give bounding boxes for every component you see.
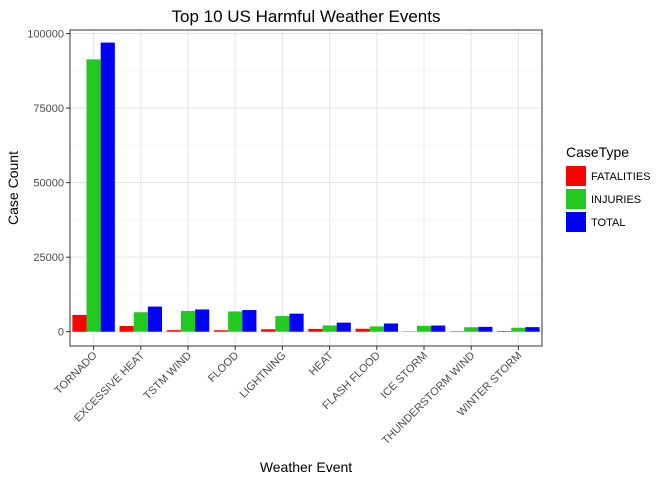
- chart-title: Top 10 US Harmful Weather Events: [172, 7, 441, 26]
- bar-fatalities: [119, 326, 134, 332]
- legend-label: FATALITIES: [591, 171, 651, 183]
- plot-border: [69, 29, 543, 347]
- x-tick-label: THUNDERSTORM WIND: [380, 350, 477, 447]
- x-tick-label: HEAT: [307, 349, 336, 378]
- bar-fatalities: [497, 331, 512, 332]
- x-axis-title: Weather Event: [260, 459, 352, 475]
- bar-injuries: [511, 327, 526, 332]
- y-tick-label: 50000: [33, 178, 64, 190]
- y-tick-label: 75000: [33, 103, 64, 115]
- bar-fatalities: [213, 330, 229, 332]
- y-tick-label: 25000: [33, 252, 64, 264]
- legend-swatch: [566, 166, 586, 186]
- bar-injuries: [275, 316, 290, 332]
- bar-injuries: [416, 325, 432, 332]
- bar-injuries: [228, 311, 243, 332]
- legend-title: CaseType: [566, 144, 629, 160]
- bar-total: [100, 42, 115, 332]
- bar-injuries: [369, 326, 384, 332]
- x-tick-label: ICE STORM: [379, 350, 431, 402]
- x-tick-label: LIGHTNING: [238, 350, 289, 401]
- legend-label: INJURIES: [591, 194, 641, 206]
- bar-total: [147, 306, 163, 332]
- x-tick-label: TORNADO: [52, 349, 100, 397]
- bar-injuries: [180, 310, 196, 332]
- bar-fatalities: [166, 330, 181, 332]
- y-tick-label: 100000: [27, 29, 64, 41]
- y-axis-title: Case Count: [5, 151, 21, 225]
- bar-fatalities: [261, 329, 276, 332]
- bar-injuries: [86, 59, 101, 332]
- legend-swatch: [566, 189, 586, 209]
- bar-total: [336, 322, 351, 332]
- bar-total: [525, 327, 540, 332]
- bar-total: [383, 323, 399, 332]
- bar-injuries: [464, 327, 479, 332]
- bar-fatalities: [355, 328, 370, 332]
- x-tick-label: FLOOD: [206, 350, 241, 385]
- legend-swatch: [566, 212, 586, 232]
- bar-total: [195, 309, 210, 332]
- bar-total: [289, 313, 304, 332]
- plot-panel: [70, 30, 542, 346]
- x-tick-label: TSTM WIND: [142, 350, 195, 403]
- legend-label: TOTAL: [591, 217, 625, 229]
- y-tick-label: 0: [58, 327, 64, 339]
- bar-fatalities: [72, 314, 87, 332]
- bar-injuries: [322, 325, 337, 332]
- bar-fatalities: [308, 328, 323, 332]
- bar-total: [431, 325, 446, 332]
- bar-injuries: [133, 312, 148, 332]
- bar-total: [242, 310, 257, 332]
- bar-total: [478, 326, 493, 332]
